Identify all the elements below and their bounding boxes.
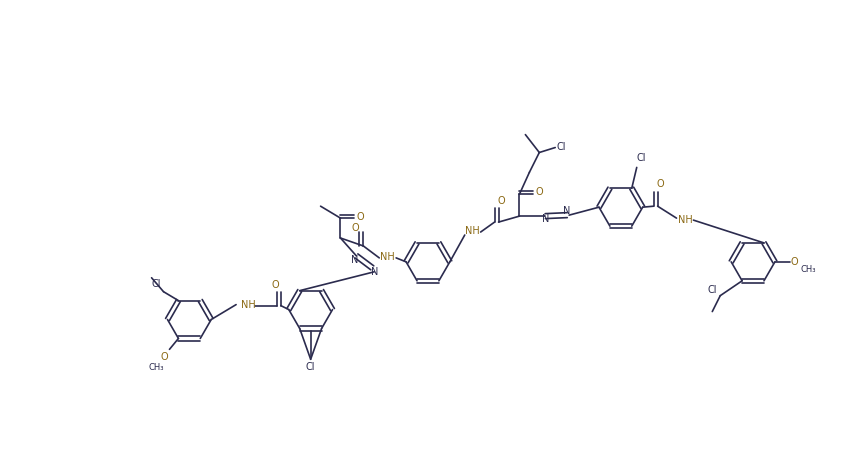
Text: O: O: [536, 187, 543, 197]
Text: N: N: [563, 206, 571, 216]
Text: NH: NH: [466, 226, 480, 236]
Text: N: N: [370, 267, 378, 277]
Text: O: O: [161, 352, 168, 362]
Text: NH: NH: [380, 252, 395, 262]
Text: O: O: [791, 257, 798, 267]
Text: Cl: Cl: [557, 141, 566, 151]
Text: Cl: Cl: [707, 285, 717, 295]
Text: CH₃: CH₃: [801, 265, 817, 274]
Text: O: O: [352, 223, 360, 233]
Text: NH: NH: [678, 215, 693, 225]
Text: Cl: Cl: [637, 153, 647, 163]
Text: O: O: [498, 196, 505, 206]
Text: O: O: [657, 179, 664, 189]
Text: Cl: Cl: [152, 279, 162, 289]
Text: N: N: [541, 214, 549, 224]
Text: NH: NH: [241, 299, 255, 309]
Text: O: O: [356, 212, 365, 222]
Text: Cl: Cl: [306, 362, 316, 372]
Text: O: O: [271, 280, 279, 290]
Text: N: N: [351, 255, 358, 265]
Text: CH₃: CH₃: [149, 363, 164, 372]
